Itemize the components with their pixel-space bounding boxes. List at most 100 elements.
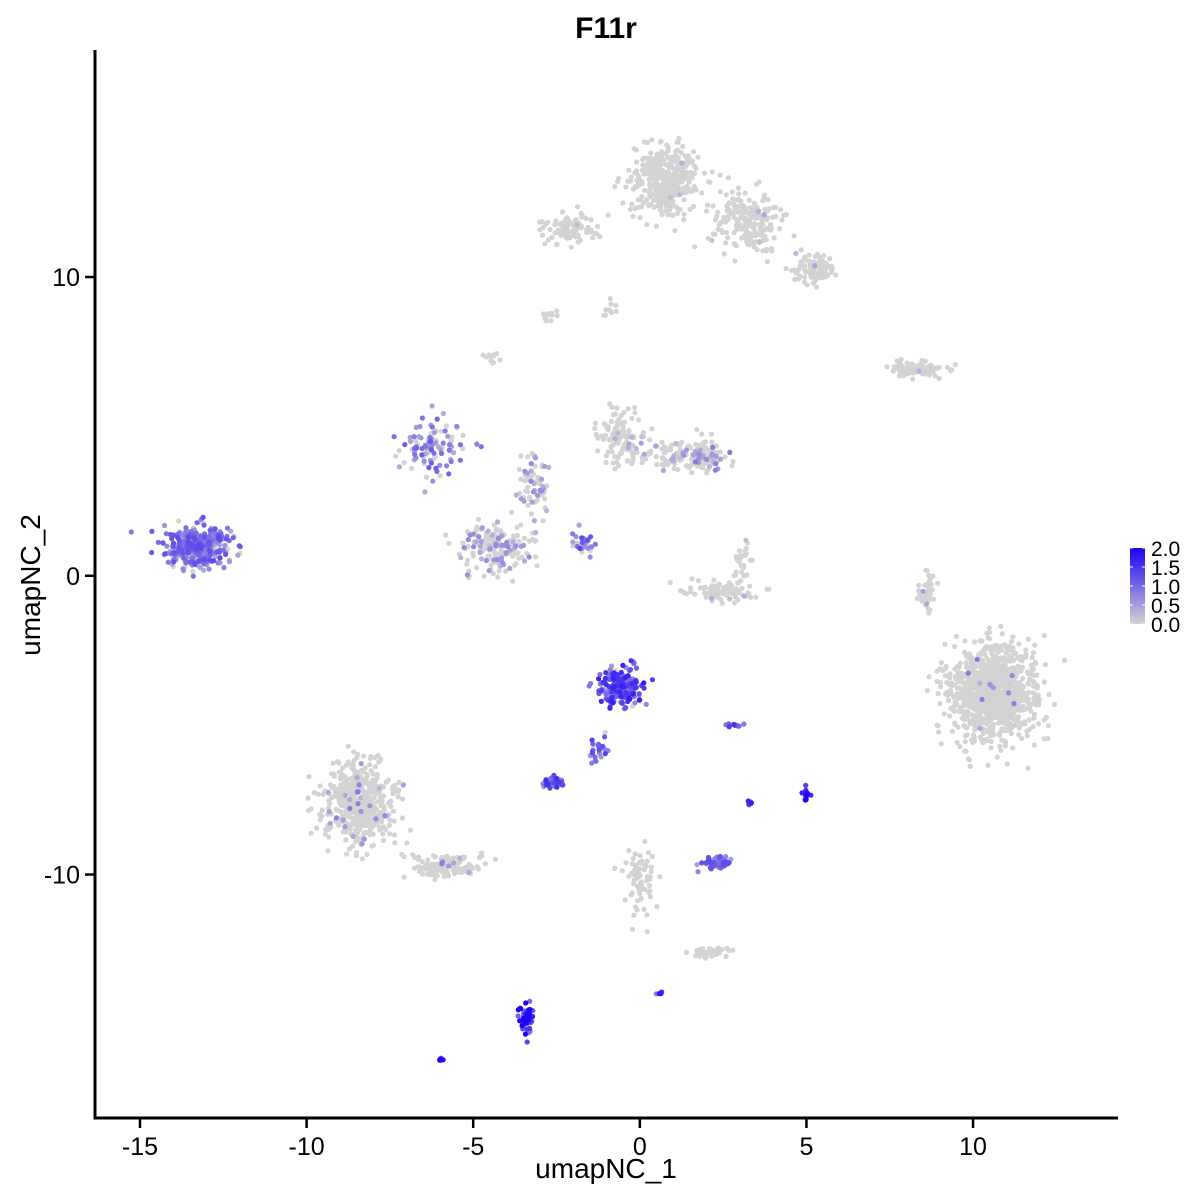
cell-point xyxy=(419,445,425,452)
cell-point xyxy=(350,764,356,770)
cell-point xyxy=(669,174,676,180)
cell-point xyxy=(526,538,532,544)
cell-point xyxy=(592,754,598,760)
cell-point xyxy=(209,558,215,564)
cell-point xyxy=(771,235,777,241)
cell-point xyxy=(713,584,719,590)
cell-point xyxy=(648,150,654,156)
cell-point xyxy=(988,675,994,681)
cell-point xyxy=(934,365,940,371)
cell-point xyxy=(224,525,231,531)
cell-point xyxy=(497,357,503,363)
cell-point xyxy=(631,881,637,887)
cell-point xyxy=(504,539,510,545)
cell-point xyxy=(957,744,963,750)
x-axis-label: umapNC_1 xyxy=(535,1153,677,1184)
cell-point xyxy=(171,559,177,565)
cell-point xyxy=(326,834,332,840)
cell-point xyxy=(675,206,681,212)
cell-point xyxy=(659,176,666,182)
cell-point xyxy=(1034,682,1040,689)
cell-point xyxy=(672,167,678,173)
cell-point xyxy=(827,256,833,262)
cell-point xyxy=(989,728,995,734)
cell-point xyxy=(176,545,182,551)
cell-point xyxy=(560,209,566,215)
cell-point xyxy=(651,191,657,198)
cell-point xyxy=(654,904,660,910)
cell-point xyxy=(977,725,983,731)
cell-point xyxy=(350,833,356,840)
cell-point xyxy=(930,573,936,579)
cell-point xyxy=(433,465,439,471)
cell-point xyxy=(689,576,695,582)
cell-point xyxy=(676,455,683,461)
cell-point xyxy=(927,607,933,613)
cell-point xyxy=(657,204,663,210)
cell-point xyxy=(1005,726,1011,732)
cell-point xyxy=(629,681,635,687)
cell-point xyxy=(899,363,905,369)
cell-point xyxy=(981,701,987,707)
cell-point xyxy=(802,254,808,260)
cell-point xyxy=(669,442,675,448)
cell-point xyxy=(1003,694,1010,700)
x-tick-label: 0 xyxy=(633,1133,647,1161)
cell-point xyxy=(644,912,650,918)
cell-point xyxy=(352,793,358,799)
cell-point xyxy=(669,456,675,462)
cell-point xyxy=(353,839,359,845)
cell-point xyxy=(655,197,662,203)
cell-point xyxy=(437,462,443,468)
cell-point xyxy=(760,233,766,239)
cell-point xyxy=(679,160,685,166)
cell-point xyxy=(985,729,991,735)
cell-point xyxy=(988,745,994,751)
cell-point xyxy=(391,789,397,795)
cell-point xyxy=(930,596,937,602)
cell-point xyxy=(1017,684,1023,691)
cell-point xyxy=(988,705,994,711)
chart-title: F11r xyxy=(575,12,637,45)
cell-point xyxy=(201,567,207,573)
cell-point xyxy=(192,561,198,567)
cell-point xyxy=(1023,651,1029,657)
cell-point xyxy=(570,531,576,537)
cell-point xyxy=(461,545,467,551)
cell-point xyxy=(715,209,721,215)
cell-point xyxy=(681,216,687,223)
cell-point xyxy=(607,667,613,673)
cell-point xyxy=(1045,735,1051,742)
cell-point xyxy=(428,872,434,878)
cell-point xyxy=(1015,692,1021,698)
cell-point xyxy=(323,827,329,833)
cell-point xyxy=(617,451,623,457)
cell-point xyxy=(683,463,690,469)
cell-point xyxy=(824,272,831,279)
cell-point xyxy=(667,181,673,187)
cell-point xyxy=(399,796,406,802)
cell-point xyxy=(367,762,373,768)
cell-point xyxy=(644,878,650,884)
cell-point xyxy=(965,700,971,706)
cell-point xyxy=(183,525,189,531)
cell-point xyxy=(901,371,907,377)
cell-point xyxy=(989,651,995,657)
cell-point xyxy=(454,423,460,429)
cell-point xyxy=(722,454,728,460)
cell-point xyxy=(633,168,640,174)
cell-point xyxy=(346,761,352,767)
cell-point xyxy=(647,437,653,443)
cell-point xyxy=(545,782,551,788)
cell-point xyxy=(653,443,659,449)
cell-point xyxy=(910,376,916,382)
cell-point xyxy=(612,436,618,442)
cell-point xyxy=(1010,657,1016,663)
cell-point xyxy=(662,450,668,456)
cell-point xyxy=(620,200,626,206)
cell-point xyxy=(607,436,614,443)
cell-point xyxy=(527,998,533,1004)
cell-point xyxy=(726,206,732,212)
cell-point xyxy=(688,462,694,468)
cell-point xyxy=(574,204,581,210)
